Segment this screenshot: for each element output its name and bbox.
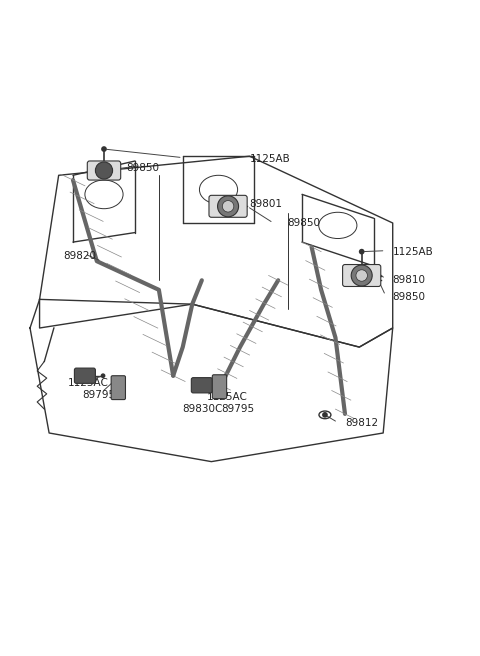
Text: 89850: 89850 [126,163,159,173]
FancyBboxPatch shape [192,378,212,393]
Text: 89850: 89850 [288,218,321,228]
Text: 1125AB: 1125AB [393,247,433,256]
Circle shape [101,373,106,378]
Circle shape [101,146,107,152]
Text: 89795: 89795 [221,404,254,414]
FancyBboxPatch shape [343,264,381,287]
Text: 89820: 89820 [63,251,96,262]
Circle shape [222,201,234,212]
Circle shape [359,249,364,255]
Circle shape [322,412,328,418]
Text: 1125AC: 1125AC [206,392,248,402]
Text: 89850: 89850 [393,292,426,302]
Text: 89795: 89795 [83,390,116,400]
FancyBboxPatch shape [212,375,227,399]
FancyBboxPatch shape [87,161,120,180]
Circle shape [217,383,222,388]
FancyBboxPatch shape [111,376,125,400]
FancyBboxPatch shape [74,368,96,383]
Text: 1125AB: 1125AB [250,154,290,163]
Circle shape [356,270,367,281]
Text: 89812: 89812 [345,419,378,428]
Circle shape [351,265,372,286]
Text: 89810: 89810 [393,276,426,285]
Circle shape [217,195,239,216]
Text: 89801: 89801 [250,199,283,209]
Text: 1125AC: 1125AC [68,378,109,388]
FancyBboxPatch shape [209,195,247,217]
Text: 89830C: 89830C [183,404,223,414]
Circle shape [96,162,113,179]
